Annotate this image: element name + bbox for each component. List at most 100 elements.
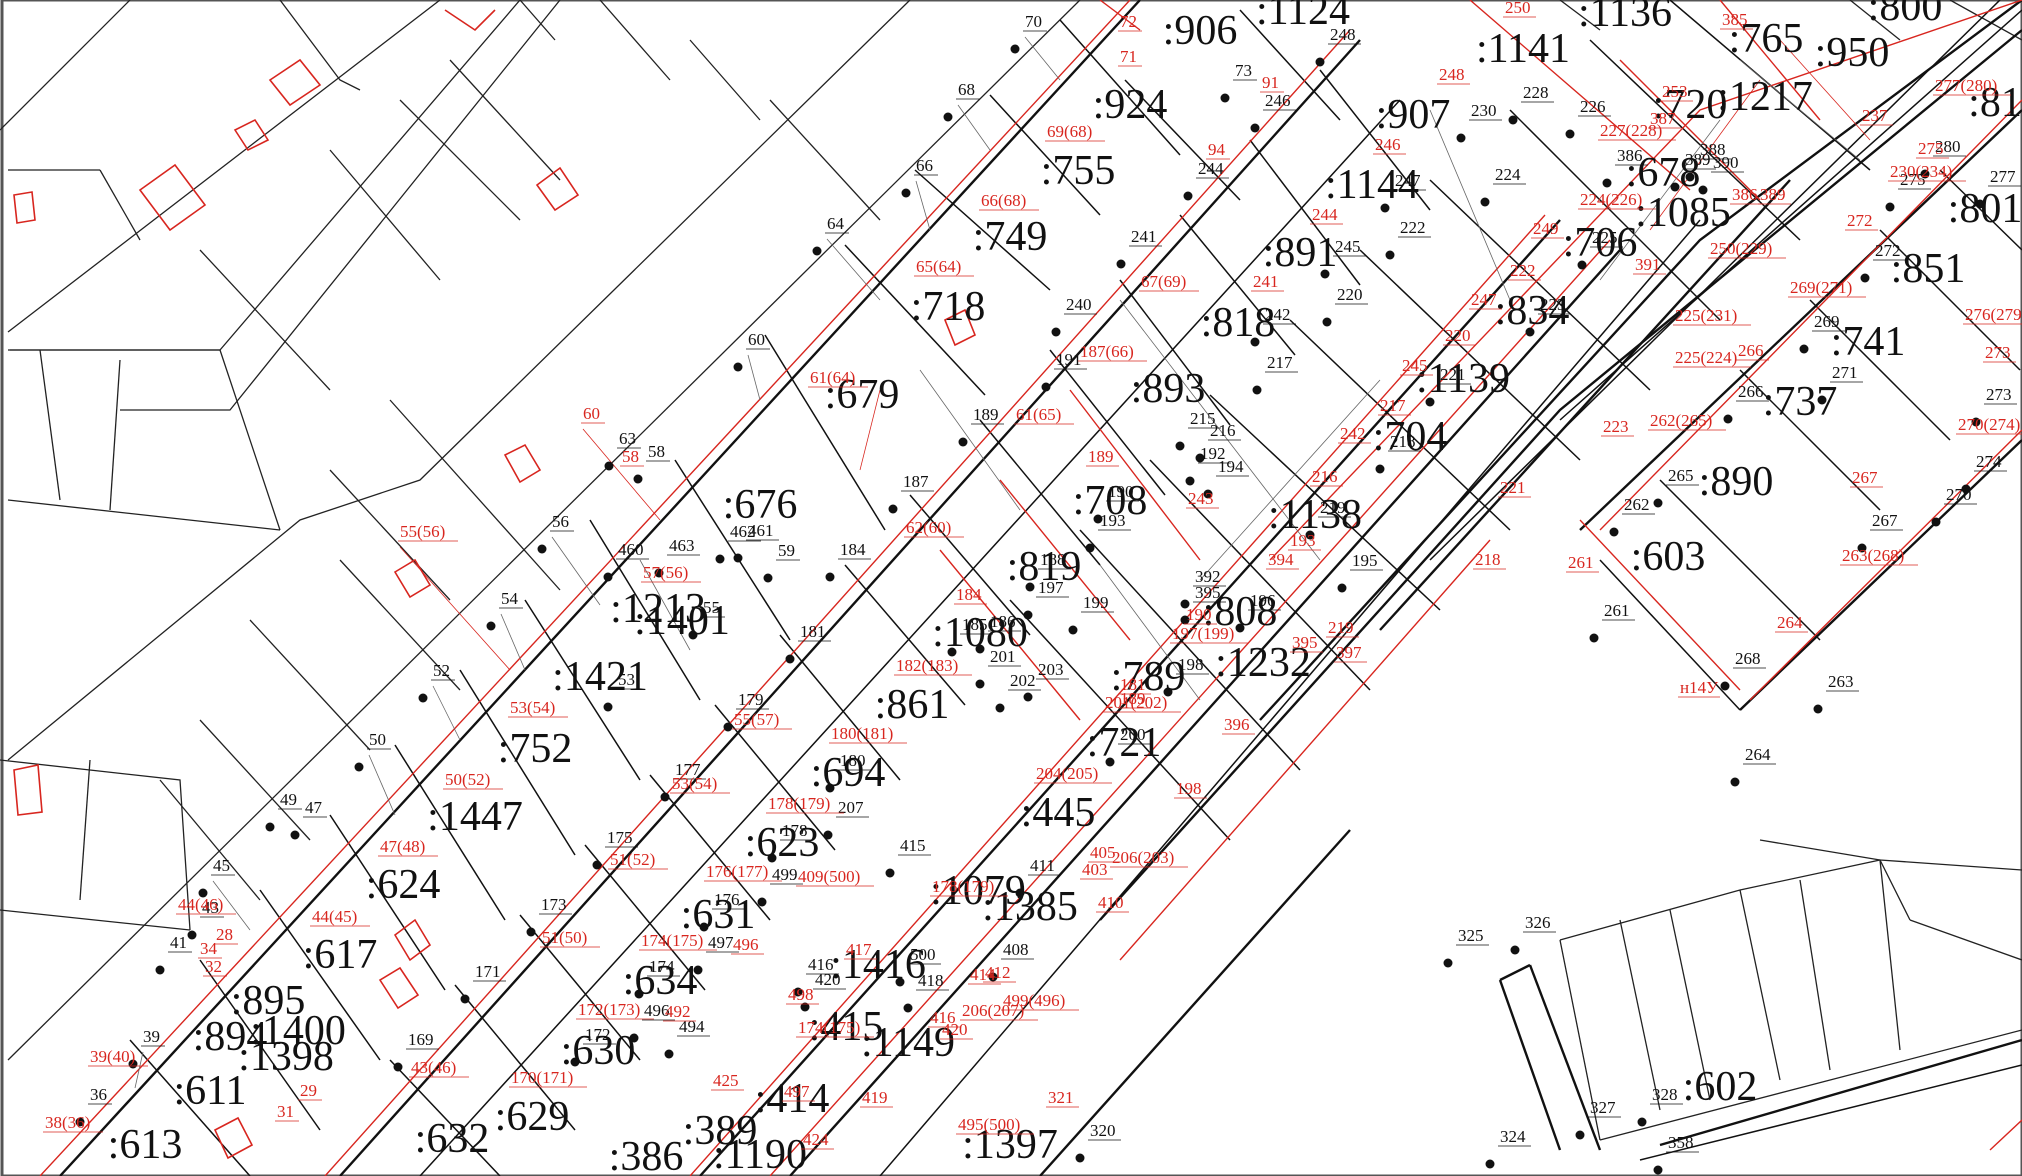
vertex-point[interactable]	[1723, 414, 1733, 424]
vertex-point[interactable]	[354, 762, 364, 772]
vertex-point[interactable]	[1525, 327, 1535, 337]
vertex-point[interactable]	[265, 822, 275, 832]
vertex-point[interactable]	[1235, 623, 1245, 633]
parcel-label[interactable]: :741	[1831, 319, 1906, 365]
vertex-point[interactable]	[604, 461, 614, 471]
parcel-label[interactable]: :765	[1729, 16, 1804, 62]
parcel-label[interactable]: :1139	[1416, 356, 1510, 402]
parcel-label[interactable]: :704	[1373, 414, 1448, 460]
vertex-point[interactable]	[629, 1033, 639, 1043]
vertex-point[interactable]	[1180, 599, 1190, 609]
parcel-label[interactable]: :1213	[610, 586, 706, 632]
vertex-point[interactable]	[1975, 199, 1985, 209]
vertex-point[interactable]	[1252, 385, 1262, 395]
vertex-point[interactable]	[1305, 530, 1315, 540]
vertex-point[interactable]	[460, 994, 470, 1004]
parcel-label[interactable]: :893	[1131, 366, 1206, 412]
vertex-point[interactable]	[664, 1049, 674, 1059]
vertex-point[interactable]	[885, 868, 895, 878]
parcel-label[interactable]: :678	[1626, 150, 1701, 196]
vertex-point[interactable]	[785, 654, 795, 664]
parcel-label[interactable]: :1421	[552, 654, 648, 700]
parcel-label[interactable]: :706	[1563, 220, 1638, 266]
vertex-point[interactable]	[1105, 757, 1115, 767]
vertex-point[interactable]	[1637, 1117, 1647, 1127]
vertex-point[interactable]	[1813, 704, 1823, 714]
vertex-point[interactable]	[793, 987, 803, 997]
vertex-point[interactable]	[733, 553, 743, 563]
vertex-point[interactable]	[486, 621, 496, 631]
vertex-point[interactable]	[1920, 169, 1930, 179]
vertex-point[interactable]	[1175, 441, 1185, 451]
vertex-point[interactable]	[1575, 1130, 1585, 1140]
vertex-point[interactable]	[654, 568, 664, 578]
vertex-point[interactable]	[1085, 543, 1095, 553]
parcel-label[interactable]: :894	[193, 1014, 268, 1060]
vertex-point[interactable]	[603, 702, 613, 712]
vertex-point[interactable]	[763, 573, 773, 583]
vertex-point[interactable]	[1025, 582, 1035, 592]
vertex-point[interactable]	[1041, 382, 1051, 392]
vertex-point[interactable]	[660, 792, 670, 802]
parcel-label[interactable]: :613	[108, 1122, 183, 1168]
parcel-label[interactable]: :950	[1815, 30, 1890, 76]
parcel-label[interactable]: :1080	[932, 610, 1028, 656]
parcel-label[interactable]: :800	[1868, 0, 1943, 30]
vertex-point[interactable]	[1250, 337, 1260, 347]
parcel-label[interactable]: :1385	[982, 884, 1078, 930]
parcel-label[interactable]: :1447	[427, 794, 523, 840]
vertex-point[interactable]	[1075, 1153, 1085, 1163]
parcel-label[interactable]: :676	[723, 482, 798, 528]
vertex-point[interactable]	[903, 1003, 913, 1013]
parcel-label[interactable]: :906	[1163, 8, 1238, 54]
vertex-point[interactable]	[1116, 259, 1126, 269]
vertex-point[interactable]	[812, 246, 822, 256]
vertex-point[interactable]	[1971, 417, 1981, 427]
vertex-point[interactable]	[975, 644, 985, 654]
vertex-point[interactable]	[187, 930, 197, 940]
parcel-label[interactable]: :602	[1683, 1064, 1758, 1110]
vertex-point[interactable]	[526, 927, 536, 937]
parcel-label[interactable]: :924	[1093, 82, 1168, 128]
parcel-label[interactable]: :1217	[1717, 74, 1813, 120]
vertex-point[interactable]	[733, 362, 743, 372]
parcel-label[interactable]: :445	[1021, 790, 1096, 836]
vertex-point[interactable]	[1698, 185, 1708, 195]
parcel-label[interactable]: :1141	[1476, 26, 1570, 72]
vertex-point[interactable]	[1653, 1165, 1663, 1175]
vertex-point[interactable]	[1609, 527, 1619, 537]
parcel-label[interactable]: :891	[1263, 230, 1338, 276]
parcel-label[interactable]: :415	[809, 1004, 884, 1050]
vertex-point[interactable]	[1375, 464, 1385, 474]
parcel-label[interactable]: :1138	[1268, 492, 1362, 538]
vertex-point[interactable]	[1051, 327, 1061, 337]
parcel-label[interactable]: :386	[609, 1134, 684, 1176]
parcel-label[interactable]: :1079	[930, 868, 1026, 914]
parcel-label[interactable]: :1144	[1325, 162, 1419, 208]
vertex-point[interactable]	[943, 112, 953, 122]
vertex-point[interactable]	[1589, 633, 1599, 643]
vertex-point[interactable]	[699, 922, 709, 932]
vertex-point[interactable]	[418, 693, 428, 703]
vertex-point[interactable]	[1380, 203, 1390, 213]
parcel-label[interactable]: :632	[415, 1116, 490, 1162]
parcel-label[interactable]: :1401	[634, 598, 730, 644]
parcel-label[interactable]: :389	[683, 1108, 758, 1154]
parcel-label[interactable]: :720	[1653, 82, 1728, 128]
parcel-label[interactable]: :789	[1111, 654, 1186, 700]
vertex-point[interactable]	[1203, 489, 1213, 499]
vertex-point[interactable]	[1220, 93, 1230, 103]
vertex-point[interactable]	[1456, 133, 1466, 143]
vertex-point[interactable]	[825, 572, 835, 582]
vertex-point[interactable]	[393, 1062, 403, 1072]
parcel-label[interactable]: :1398	[238, 1034, 334, 1080]
vertex-point[interactable]	[723, 722, 733, 732]
vertex-point[interactable]	[290, 830, 300, 840]
parcel-label[interactable]: :718	[911, 284, 986, 330]
vertex-point[interactable]	[1250, 123, 1260, 133]
parcel-label[interactable]: :603	[1631, 534, 1706, 580]
parcel-label[interactable]: :623	[745, 820, 820, 866]
parcel-label[interactable]: :81	[1968, 80, 2022, 126]
vertex-point[interactable]	[1015, 888, 1025, 898]
